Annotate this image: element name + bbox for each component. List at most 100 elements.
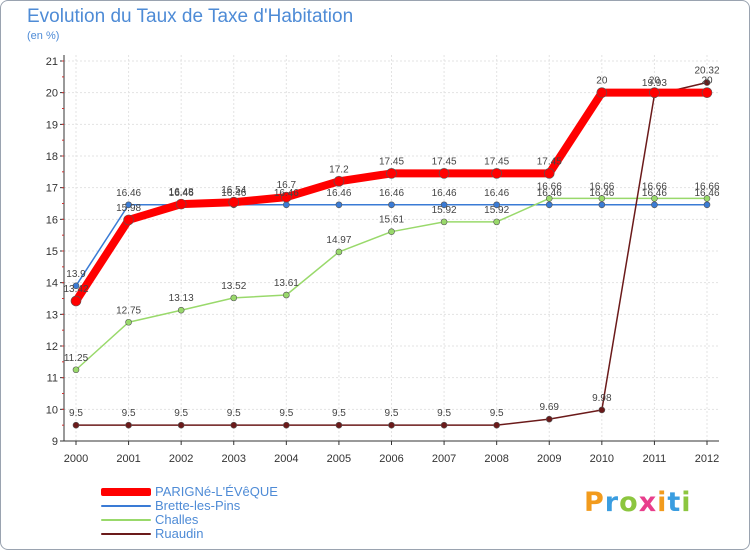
data-point bbox=[598, 195, 606, 202]
data-point bbox=[651, 195, 658, 202]
x-tick-label: 2008 bbox=[484, 453, 508, 465]
data-point bbox=[440, 218, 448, 226]
data-point bbox=[228, 196, 240, 208]
y-tick-label: 10 bbox=[46, 404, 58, 416]
x-tick-label: 2004 bbox=[274, 453, 298, 465]
data-label: 17.45 bbox=[432, 156, 457, 167]
data-point bbox=[703, 79, 711, 86]
data-label: 9.5 bbox=[69, 408, 83, 419]
data-label: 15.92 bbox=[484, 205, 509, 216]
x-tick-label: 2002 bbox=[169, 453, 193, 465]
data-point bbox=[493, 201, 500, 209]
data-label: 20.32 bbox=[694, 66, 719, 77]
data-point bbox=[283, 201, 290, 209]
data-point bbox=[701, 87, 713, 98]
data-point bbox=[125, 421, 132, 429]
legend-label: Challes bbox=[155, 512, 199, 527]
data-label: 17.45 bbox=[379, 156, 404, 167]
y-tick-label: 9 bbox=[52, 436, 58, 448]
data-label: 15.61 bbox=[379, 215, 404, 226]
data-label: 20 bbox=[649, 76, 661, 87]
x-tick-label: 2003 bbox=[222, 453, 246, 465]
data-point bbox=[386, 168, 397, 179]
data-label: 16.46 bbox=[537, 188, 562, 199]
data-point bbox=[545, 201, 553, 209]
y-tick-label: 17 bbox=[46, 183, 58, 195]
data-point bbox=[70, 295, 82, 307]
data-label: 15.92 bbox=[432, 205, 457, 216]
legend-swatch bbox=[101, 519, 151, 521]
y-tick-label: 12 bbox=[46, 341, 58, 353]
data-point bbox=[388, 228, 395, 235]
y-tick-label: 21 bbox=[46, 56, 58, 68]
x-tick-label: 2000 bbox=[64, 453, 88, 465]
data-point bbox=[440, 201, 448, 209]
data-label: 16.46 bbox=[116, 188, 141, 199]
data-point bbox=[177, 306, 185, 314]
data-point bbox=[335, 248, 343, 256]
data-label: 9.5 bbox=[122, 408, 136, 419]
data-label: 12.75 bbox=[116, 305, 141, 316]
proxiti-logo: Proxiti bbox=[584, 487, 692, 518]
data-label: 9.5 bbox=[227, 408, 241, 419]
data-point bbox=[281, 191, 292, 203]
logo-letter: o bbox=[619, 487, 639, 518]
data-label: 20 bbox=[701, 76, 713, 87]
logo-letter: i bbox=[681, 487, 692, 518]
data-labels-0: 13.42 15.98 16.48 16.54 16.7 17.2 17.45 17.45 17… bbox=[63, 76, 713, 295]
data-point bbox=[543, 168, 555, 179]
logo-letter: i bbox=[657, 487, 668, 518]
legend-swatch bbox=[101, 533, 151, 535]
data-label: 11.25 bbox=[64, 353, 89, 364]
data-label: 17.2 bbox=[329, 164, 349, 175]
data-label: 16.54 bbox=[221, 185, 246, 196]
data-label: 16.46 bbox=[432, 188, 457, 199]
logo-letter: r bbox=[604, 487, 620, 518]
legend-swatch bbox=[101, 488, 151, 496]
data-label: 13.42 bbox=[63, 284, 88, 295]
data-label: 16.46 bbox=[642, 188, 667, 199]
data-point bbox=[333, 176, 345, 187]
logo-letter: t bbox=[667, 487, 682, 518]
data-label: 13.9 bbox=[66, 269, 86, 280]
legend-label: Ruaudin bbox=[155, 526, 204, 541]
data-label: 16.48 bbox=[169, 187, 194, 198]
data-point bbox=[335, 421, 343, 429]
data-point bbox=[388, 201, 395, 209]
x-tick-label: 2005 bbox=[327, 453, 351, 465]
data-label: 13.52 bbox=[221, 281, 246, 292]
x-tick-label: 2009 bbox=[537, 453, 561, 465]
data-point bbox=[493, 218, 500, 226]
data-point bbox=[388, 421, 395, 429]
chart-title: Evolution du Taux de Taxe d'Habitation bbox=[27, 6, 354, 27]
data-labels-3: 9.5 9.5 9.5 9.5 9.5 9.5 9.5 9.5 9.5 9.69 9.98 19.93… bbox=[69, 66, 720, 420]
data-label: 16.46 bbox=[694, 188, 719, 199]
data-point bbox=[283, 291, 290, 299]
data-label: 13.13 bbox=[169, 293, 194, 304]
y-tick-label: 19 bbox=[46, 119, 58, 131]
y-tick-label: 14 bbox=[46, 278, 58, 290]
legend-label: Brette-les-Pins bbox=[155, 498, 241, 513]
data-label: 9.69 bbox=[540, 402, 560, 413]
data-label: 16.66 bbox=[537, 181, 562, 192]
x-tick-label: 2012 bbox=[695, 453, 719, 465]
x-tick-label: 2006 bbox=[379, 453, 403, 465]
data-point bbox=[177, 421, 185, 429]
data-label: 20 bbox=[596, 76, 608, 87]
data-point bbox=[703, 195, 711, 202]
data-point bbox=[283, 421, 290, 429]
data-label: 16.46 bbox=[589, 188, 614, 199]
series-2 bbox=[72, 195, 711, 374]
data-labels-2: 11.25 12.75 13.13 13.52 13.61 14.97 15.61 15.92… bbox=[64, 181, 720, 363]
y-tick-label: 18 bbox=[46, 151, 58, 163]
y-tick-label: 20 bbox=[46, 88, 58, 100]
chart-subtitle: (en %) bbox=[27, 30, 60, 42]
data-label: 9.5 bbox=[490, 408, 504, 419]
data-point bbox=[72, 282, 80, 290]
data-label: 9.5 bbox=[174, 408, 188, 419]
data-point bbox=[649, 87, 660, 98]
data-point bbox=[335, 201, 343, 209]
data-point bbox=[493, 421, 500, 429]
data-label: 13.61 bbox=[274, 278, 299, 289]
data-label: 9.98 bbox=[592, 393, 612, 404]
